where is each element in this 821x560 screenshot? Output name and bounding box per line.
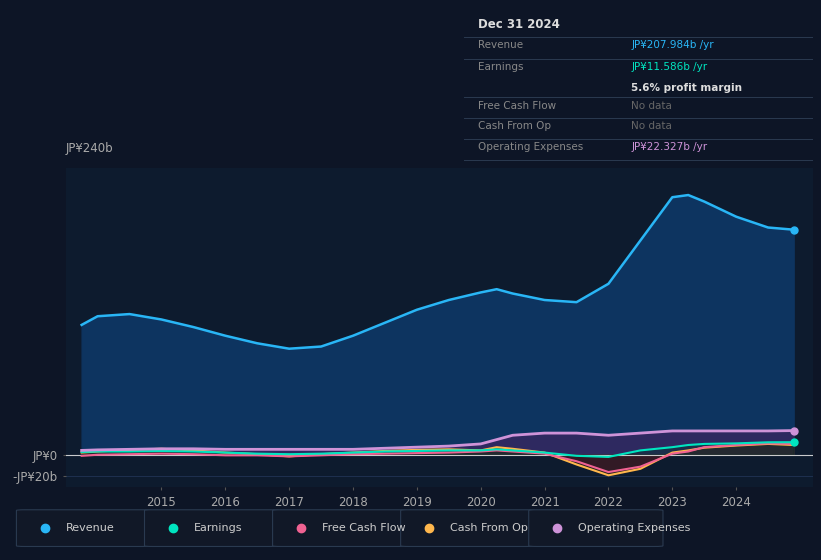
- Text: Free Cash Flow: Free Cash Flow: [322, 523, 406, 533]
- Text: JP¥240b: JP¥240b: [66, 142, 113, 155]
- Text: Earnings: Earnings: [194, 523, 242, 533]
- Text: JP¥11.586b /yr: JP¥11.586b /yr: [631, 62, 708, 72]
- Text: JP¥207.984b /yr: JP¥207.984b /yr: [631, 40, 714, 50]
- Text: Cash From Op: Cash From Op: [450, 523, 528, 533]
- Text: Free Cash Flow: Free Cash Flow: [478, 101, 556, 110]
- Text: 5.6% profit margin: 5.6% profit margin: [631, 83, 742, 93]
- Text: Dec 31 2024: Dec 31 2024: [478, 17, 560, 31]
- Text: Earnings: Earnings: [478, 62, 523, 72]
- Text: No data: No data: [631, 101, 672, 110]
- Text: No data: No data: [631, 122, 672, 132]
- Text: JP¥22.327b /yr: JP¥22.327b /yr: [631, 142, 708, 152]
- Text: Operating Expenses: Operating Expenses: [478, 142, 583, 152]
- Text: Cash From Op: Cash From Op: [478, 122, 551, 132]
- FancyBboxPatch shape: [401, 510, 535, 547]
- FancyBboxPatch shape: [16, 510, 151, 547]
- Text: Operating Expenses: Operating Expenses: [578, 523, 690, 533]
- FancyBboxPatch shape: [529, 510, 663, 547]
- Text: Revenue: Revenue: [66, 523, 114, 533]
- FancyBboxPatch shape: [144, 510, 279, 547]
- FancyBboxPatch shape: [273, 510, 407, 547]
- Text: Revenue: Revenue: [478, 40, 523, 50]
